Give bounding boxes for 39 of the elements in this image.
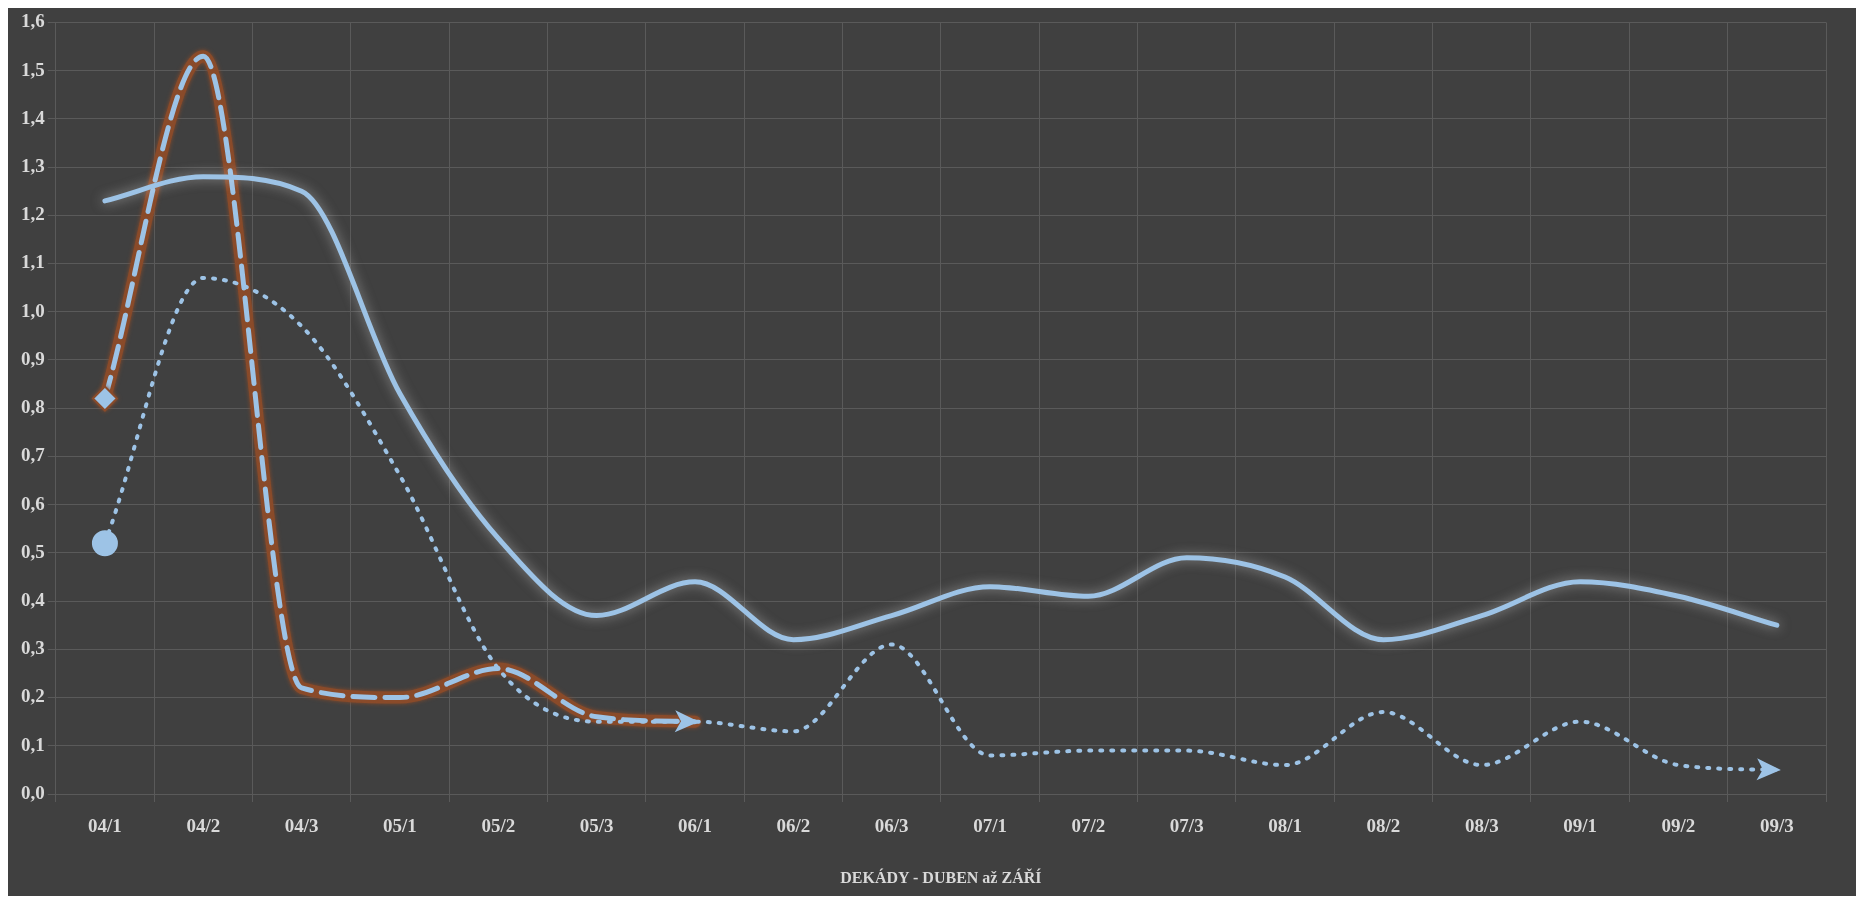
y-tick-label: 1,5: [21, 58, 45, 80]
x-tick-label: 05/3: [579, 815, 614, 837]
x-tick-label: 05/2: [481, 815, 516, 837]
x-tick-label: 08/2: [1366, 815, 1401, 837]
y-tick-label: 0,7: [21, 444, 46, 466]
point: [91, 385, 118, 412]
x-tick-label: 04/2: [186, 815, 221, 837]
y-tick-label: 1,1: [21, 251, 45, 273]
y-tick-label: 1,6: [21, 10, 45, 32]
x-tick-label: 09/2: [1661, 815, 1696, 837]
y-tick-label: 1,2: [21, 203, 45, 225]
y-tick-label: 1,0: [21, 299, 45, 321]
x-tick-label: 06/3: [874, 815, 909, 837]
x-tick-label: 06/1: [678, 815, 712, 837]
y-tick-label: 0,6: [21, 492, 45, 514]
y-tick-label: 0,0: [21, 781, 45, 803]
y-tick-label: 0,1: [21, 733, 45, 755]
y-tick-label: 1,4: [21, 106, 46, 128]
x-axis-title: DEKÁDY - DUBEN až ZÁŘÍ: [840, 867, 1042, 886]
y-tick-label: 0,5: [21, 540, 45, 562]
x-tick-label: 04/1: [88, 815, 122, 837]
y-tick-label: 0,3: [21, 637, 45, 659]
point: [91, 530, 118, 557]
x-tick-label: 08/3: [1464, 815, 1499, 837]
x-tick-label: 07/2: [1071, 815, 1106, 837]
point: [1756, 758, 1781, 781]
x-tick-label: 05/1: [383, 815, 417, 837]
y-tick-label: 1,3: [21, 154, 45, 176]
y-tick-label: 0,8: [21, 396, 45, 418]
x-tick-label: 07/1: [973, 815, 1007, 837]
y-tick-label: 0,4: [21, 589, 46, 611]
x-tick-label: 09/1: [1563, 815, 1598, 837]
x-tick-label: 09/3: [1759, 815, 1794, 837]
x-tick-label: 04/3: [284, 815, 319, 837]
x-tick-label: 08/1: [1268, 815, 1302, 837]
y-tick-label: 0,2: [21, 685, 45, 707]
x-tick-label: 06/2: [776, 815, 811, 837]
x-tick-label: 07/3: [1169, 815, 1204, 837]
y-tick-label: 0,9: [21, 347, 45, 369]
